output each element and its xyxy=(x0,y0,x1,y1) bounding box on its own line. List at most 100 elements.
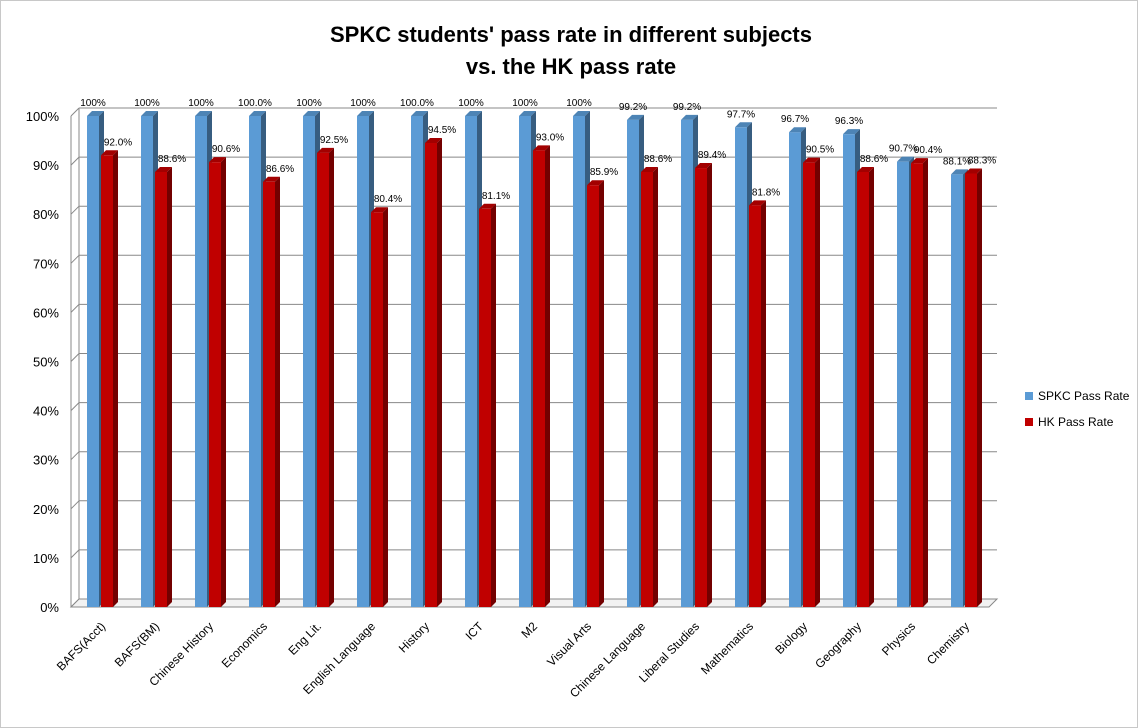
gridline-depth xyxy=(70,304,80,313)
data-label-spkc: 90.7% xyxy=(889,144,917,155)
bar-hk xyxy=(587,185,599,607)
gridline-depth xyxy=(70,107,80,117)
bar-hk xyxy=(641,171,653,607)
bar-side-hk xyxy=(383,207,388,607)
gridline-depth xyxy=(70,156,80,166)
data-label-hk: 88.6% xyxy=(644,154,672,165)
bar-spkc xyxy=(249,116,261,607)
bar-spkc xyxy=(843,134,855,608)
bar-spkc xyxy=(789,132,801,607)
bar-hk xyxy=(803,162,815,607)
x-tick-label: Physics xyxy=(879,619,918,658)
bar-top-spkc xyxy=(411,111,428,116)
bar-hk xyxy=(911,163,923,608)
bar-hk xyxy=(425,143,437,607)
bar-side-hk xyxy=(275,176,280,607)
y-tick-label: 10% xyxy=(33,551,59,566)
bar-top-hk xyxy=(749,200,766,206)
y-tick-label: 70% xyxy=(33,256,59,271)
y-tick-label: 90% xyxy=(33,158,59,173)
bar-spkc xyxy=(897,161,909,607)
bar-hk xyxy=(101,155,113,607)
gridline-depth xyxy=(70,500,80,510)
data-label-hk: 86.6% xyxy=(266,164,294,175)
data-label-spkc: 100.0% xyxy=(400,98,434,109)
y-tick-label: 50% xyxy=(33,355,59,370)
data-label-spkc: 96.3% xyxy=(835,116,863,127)
data-label-hk: 88.6% xyxy=(860,154,888,165)
bar-spkc xyxy=(951,174,963,607)
chart-title-line-1: SPKC students' pass rate in different su… xyxy=(329,22,812,47)
bar-top-hk xyxy=(965,168,982,174)
bar-top-hk xyxy=(101,150,118,156)
bar-side-hk xyxy=(707,163,712,607)
data-label-hk: 85.9% xyxy=(590,167,618,178)
bar-side-hk xyxy=(329,147,334,607)
bar-side-hk xyxy=(545,145,550,607)
bar-top-spkc xyxy=(681,114,698,120)
bar-top-spkc xyxy=(141,111,158,116)
gridline-depth xyxy=(70,254,80,264)
bar-spkc xyxy=(519,116,531,607)
bar-hk xyxy=(695,168,707,607)
bar-side-hk xyxy=(599,180,604,607)
bar-top-hk xyxy=(371,207,388,213)
bar-top-spkc xyxy=(303,111,320,116)
data-label-spkc: 100% xyxy=(80,98,106,109)
bar-side-hk xyxy=(491,203,496,607)
x-tick-label: History xyxy=(396,619,432,655)
chart-title-line-2: vs. the HK pass rate xyxy=(465,54,677,79)
y-tick-label: 0% xyxy=(40,600,59,615)
legend-swatch-spkc xyxy=(1025,392,1033,400)
bar-hk xyxy=(371,212,383,607)
gridline-depth xyxy=(70,353,80,362)
data-label-spkc: 100% xyxy=(188,98,214,109)
data-label-hk: 92.5% xyxy=(320,135,348,146)
bar-hk xyxy=(317,152,329,607)
legend-swatch-hk xyxy=(1025,418,1033,426)
data-label-spkc: 96.7% xyxy=(781,114,809,125)
x-tick-label: ICT xyxy=(463,619,487,643)
data-label-hk: 94.5% xyxy=(428,125,456,136)
gridline-depth xyxy=(70,402,80,411)
bar-spkc xyxy=(627,119,639,607)
data-label-hk: 81.8% xyxy=(752,187,780,198)
data-label-hk: 80.4% xyxy=(374,194,402,205)
data-label-spkc: 100% xyxy=(512,98,538,109)
data-label-hk: 90.4% xyxy=(914,145,942,156)
data-label-spkc: 100% xyxy=(134,98,160,109)
data-label-hk: 93.0% xyxy=(536,132,564,143)
legend-label-spkc: SPKC Pass Rate xyxy=(1038,389,1130,403)
data-label-hk: 81.1% xyxy=(482,191,510,202)
bar-hk xyxy=(965,173,977,607)
bar-top-spkc xyxy=(951,169,968,175)
bar-top-spkc xyxy=(87,111,104,116)
bar-top-hk xyxy=(587,180,604,186)
x-tick-label: BAFS(Acct) xyxy=(54,619,108,673)
chart-title: SPKC students' pass rate in different su… xyxy=(151,19,991,83)
bar-top-spkc xyxy=(897,156,914,162)
bar-top-hk xyxy=(317,147,334,153)
data-label-hk: 90.5% xyxy=(806,145,834,156)
bar-top-hk xyxy=(425,138,442,144)
x-tick-label: Geography xyxy=(812,619,864,671)
bar-top-spkc xyxy=(249,111,266,116)
legend-label-hk: HK Pass Rate xyxy=(1038,415,1114,429)
x-tick-label: Chemistry xyxy=(924,619,972,667)
data-label-spkc: 100% xyxy=(296,98,322,109)
bar-top-hk xyxy=(911,158,928,164)
bar-hk xyxy=(263,181,275,607)
gridline-depth xyxy=(70,205,80,215)
bar-hk xyxy=(209,162,221,608)
x-tick-label: Mathematics xyxy=(698,619,756,677)
bar-side-hk xyxy=(815,157,820,607)
bar-top-hk xyxy=(641,166,658,172)
bar-side-hk xyxy=(761,200,766,607)
data-label-hk: 92.0% xyxy=(104,137,132,148)
y-tick-label: 100% xyxy=(26,109,60,124)
bar-top-hk xyxy=(803,157,820,163)
bar-hk xyxy=(533,150,545,607)
bar-spkc xyxy=(411,116,423,607)
bar-side-hk xyxy=(977,168,982,607)
x-tick-label: Eng Lit. xyxy=(285,619,324,658)
